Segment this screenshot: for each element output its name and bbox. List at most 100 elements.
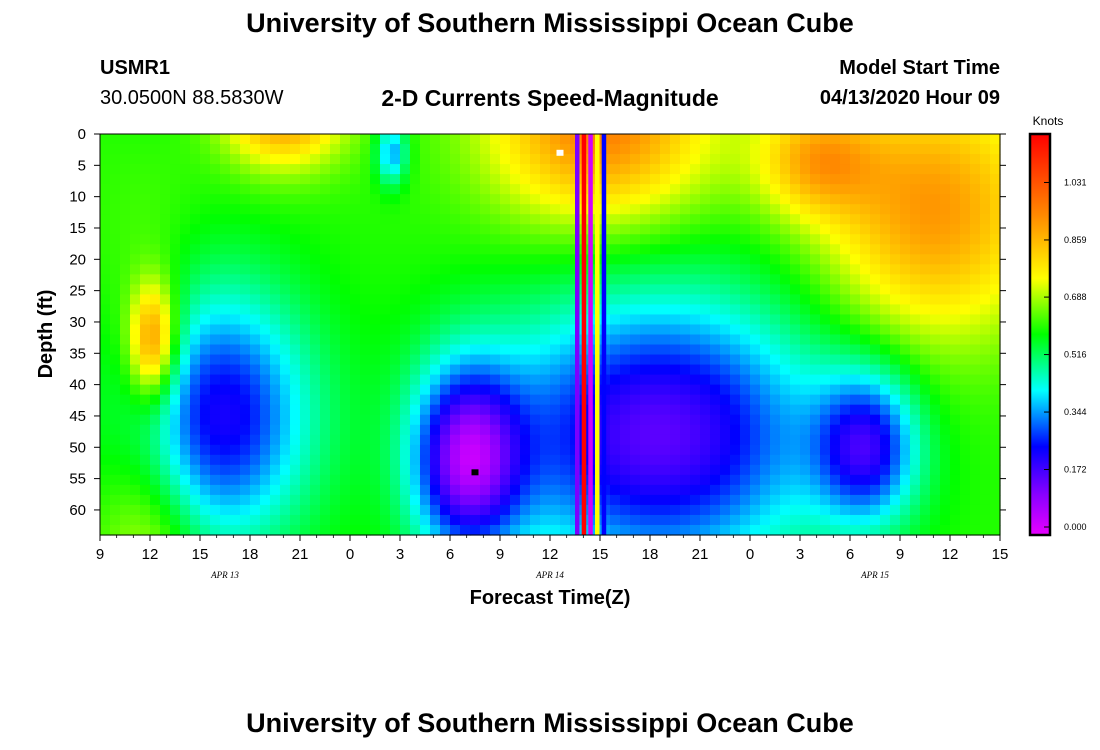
heatmap-cell <box>560 484 571 496</box>
heatmap-cell <box>620 214 631 225</box>
heatmap-cell <box>130 494 141 506</box>
heatmap-cell <box>370 134 381 145</box>
heatmap-cell <box>950 294 961 306</box>
heatmap-cell <box>310 264 321 275</box>
heatmap-cell <box>520 504 531 516</box>
heatmap-cell <box>670 514 681 526</box>
heatmap-cell <box>130 374 141 386</box>
heatmap-cell <box>930 184 941 195</box>
heatmap-cell <box>650 404 661 416</box>
heatmap-cell <box>340 404 351 416</box>
heatmap-cell <box>680 484 691 496</box>
heatmap-cell <box>640 434 651 446</box>
heatmap-cell <box>820 344 831 356</box>
heatmap-cell <box>240 414 251 426</box>
heatmap-cell <box>280 464 291 476</box>
heatmap-cell <box>680 164 691 175</box>
heatmap-cell <box>140 404 151 416</box>
heatmap-cell <box>750 244 761 255</box>
heatmap-cell <box>860 344 871 356</box>
heatmap-cell <box>350 224 361 235</box>
heatmap-cell <box>880 494 891 506</box>
heatmap-cell <box>130 394 141 406</box>
heatmap-cell <box>490 244 501 255</box>
heatmap-cell <box>850 414 861 426</box>
heatmap-cell <box>480 144 491 155</box>
heatmap-cell <box>830 494 841 506</box>
heatmap-cell <box>940 134 951 145</box>
heatmap-cell <box>550 354 561 366</box>
heatmap-cell <box>530 384 541 396</box>
heatmap-cell <box>100 504 111 516</box>
heatmap-cell <box>920 344 931 356</box>
heatmap-cell <box>260 134 271 145</box>
heatmap-cell <box>830 254 841 265</box>
heatmap-cell <box>130 254 141 265</box>
heatmap-cell <box>660 164 671 175</box>
heatmap-cell <box>710 254 721 265</box>
heatmap-cell <box>360 454 371 466</box>
heatmap-cell <box>230 364 241 376</box>
heatmap-cell <box>900 264 911 275</box>
heatmap-cell <box>220 144 231 155</box>
heatmap-cell <box>710 414 721 426</box>
heatmap-cell <box>880 384 891 396</box>
heatmap-cell <box>340 414 351 426</box>
heatmap-cell <box>390 334 401 346</box>
heatmap-cell <box>420 164 431 175</box>
heatmap-cell <box>980 494 991 506</box>
heatmap-cell <box>310 334 321 346</box>
heatmap-cell <box>800 154 811 165</box>
heatmap-cell <box>840 304 851 316</box>
heatmap-cell <box>840 404 851 416</box>
heatmap-cell <box>200 204 211 215</box>
heatmap-cell <box>670 284 681 296</box>
heatmap-cell <box>950 454 961 466</box>
heatmap-cell <box>990 504 1001 516</box>
heatmap-cell <box>410 504 421 516</box>
heatmap-cell <box>240 494 251 506</box>
heatmap-cell <box>730 524 741 536</box>
heatmap-cell <box>930 484 941 496</box>
model-start-value: 04/13/2020 Hour 09 <box>819 87 1000 109</box>
heatmap-cell <box>640 174 651 185</box>
heatmap-cell <box>500 344 511 356</box>
heatmap-cell <box>270 334 281 346</box>
heatmap-cell <box>370 334 381 346</box>
heatmap-cell <box>800 324 811 336</box>
heatmap-cell <box>910 324 921 336</box>
heatmap-cell <box>230 434 241 446</box>
heatmap-cell <box>680 364 691 376</box>
heatmap-cell <box>740 484 751 496</box>
heatmap-cell <box>970 484 981 496</box>
heatmap-cell <box>460 294 471 306</box>
heatmap-cell <box>830 134 841 145</box>
heatmap-cell <box>420 144 431 155</box>
heatmap-cell <box>140 484 151 496</box>
heatmap-cell <box>120 384 131 396</box>
heatmap-cell <box>720 474 731 486</box>
heatmap-cell <box>100 164 111 175</box>
colorbar-tick-label: 1.031 <box>1064 177 1087 187</box>
heatmap-cell <box>260 424 271 436</box>
heatmap-cell <box>750 374 761 386</box>
heatmap-cell <box>370 374 381 386</box>
heatmap-cell <box>400 404 411 416</box>
heatmap-cell <box>300 224 311 235</box>
heatmap-cell <box>540 354 551 366</box>
heatmap-cell <box>410 394 421 406</box>
heatmap-cell <box>160 354 171 366</box>
heatmap-cell <box>170 474 181 486</box>
heatmap-cell <box>800 424 811 436</box>
heatmap-cell <box>180 304 191 316</box>
heatmap-cell <box>620 164 631 175</box>
heatmap-cell <box>660 394 671 406</box>
heatmap-cell <box>730 504 741 516</box>
heatmap-cell <box>930 224 941 235</box>
x-tick-label: 12 <box>142 546 159 563</box>
heatmap-cell <box>560 294 571 306</box>
heatmap-cell <box>330 164 341 175</box>
heatmap-cell <box>350 434 361 446</box>
date-label: APR 14 <box>535 570 564 580</box>
heatmap-cell <box>430 214 441 225</box>
